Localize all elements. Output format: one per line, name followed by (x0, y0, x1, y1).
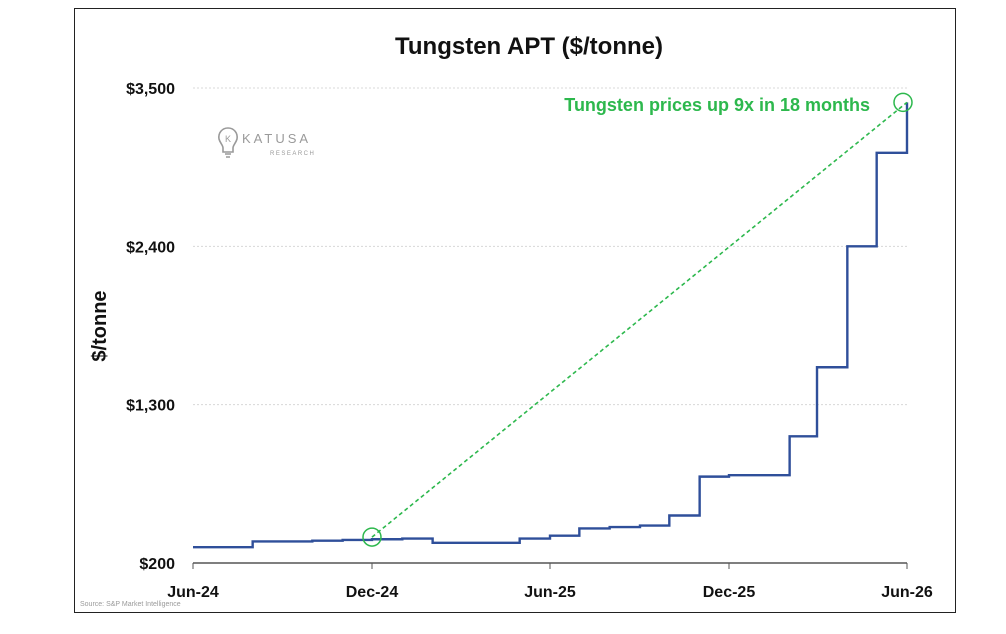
y-tick-label: $2,400 (126, 239, 175, 256)
chart-frame (74, 8, 956, 613)
x-tick-label: Jun-25 (524, 584, 576, 601)
x-tick-labels: Jun-24 Dec-24 Jun-25 Dec-25 Jun-26 (167, 584, 933, 601)
y-tick-label: $1,300 (126, 398, 175, 415)
lightbulb-icon: K (218, 127, 238, 158)
annotation-end-marker (893, 92, 913, 113)
annotation-text: Tungsten prices up 9x in 18 months (564, 95, 870, 115)
annotation-dashed-line (371, 101, 908, 538)
source-note: Source: S&P Market Intelligence (80, 601, 181, 608)
svg-text:K: K (225, 134, 231, 144)
katusa-logo: K KATUSA RESEARCH (218, 127, 315, 158)
chart-title: Tungsten APT ($/tonne) (395, 33, 663, 60)
y-tick-label: $3,500 (126, 81, 175, 98)
y-tick-labels: $200 $1,300 $2,400 $3,500 (126, 81, 175, 573)
x-tick-label: Dec-25 (703, 584, 756, 601)
annotation-start-marker (362, 527, 382, 547)
price-series-line (193, 102, 909, 549)
x-tick-label: Dec-24 (346, 584, 399, 601)
grid-lines (192, 87, 908, 569)
y-axis-label: $/tonne (89, 290, 111, 361)
y-tick-label: $200 (139, 556, 175, 573)
logo-sub: RESEARCH (270, 151, 315, 157)
x-tick-label: Jun-26 (881, 584, 933, 601)
x-tick-label: Jun-24 (167, 584, 219, 601)
logo-name: KATUSA (242, 131, 311, 146)
series-layer (193, 102, 909, 549)
annotation-layer (362, 92, 913, 547)
